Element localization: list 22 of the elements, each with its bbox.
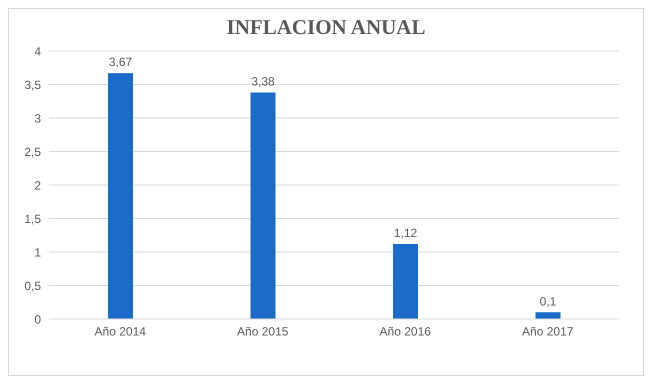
y-tick-label: 2,5 — [24, 144, 42, 159]
y-tick-label: 0,5 — [24, 278, 42, 293]
y-tick-label: 3,5 — [24, 78, 42, 92]
x-tick-label: Año 2016 — [380, 324, 432, 339]
chart-title: INFLACION ANUAL — [226, 15, 426, 40]
y-tick-label: 1 — [34, 245, 42, 260]
data-label: 3,38 — [251, 74, 275, 89]
bar — [250, 92, 276, 319]
x-tick-label: Año 2015 — [237, 324, 289, 339]
data-label: 0,1 — [540, 294, 557, 308]
x-tick-label: Año 2017 — [522, 324, 574, 339]
x-tick-label: Año 2014 — [94, 324, 146, 339]
bar — [536, 312, 560, 319]
bar — [393, 244, 418, 319]
y-tick-label: 3 — [34, 111, 42, 126]
y-tick-label: 1,5 — [24, 212, 42, 226]
data-label: 1,12 — [394, 226, 418, 240]
y-tick-label: 0 — [34, 312, 42, 326]
data-label: 3,67 — [108, 55, 132, 70]
y-tick-label: 4 — [34, 44, 42, 58]
bar — [108, 73, 133, 319]
y-tick-label: 2 — [34, 178, 42, 192]
